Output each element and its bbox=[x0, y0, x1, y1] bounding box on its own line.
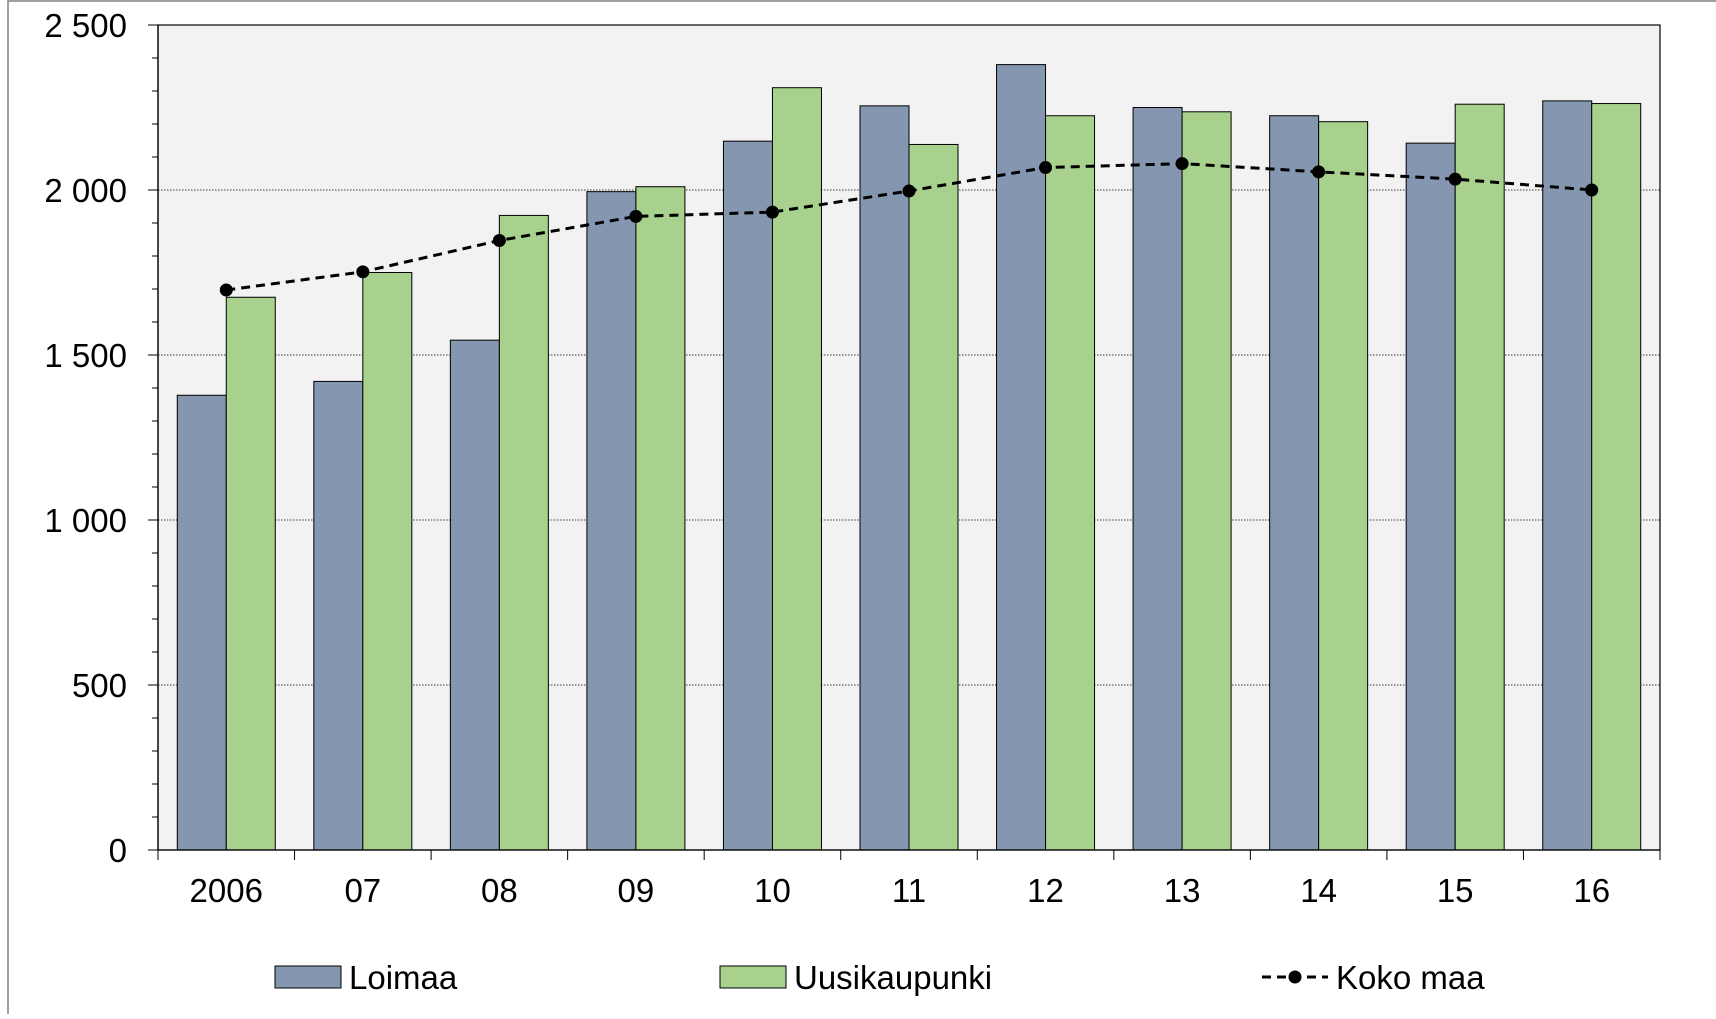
x-tick-label: 13 bbox=[1164, 872, 1201, 909]
bar-uusikaupunki bbox=[635, 186, 686, 851]
y-tick-label: 2 500 bbox=[44, 7, 127, 44]
point-koko-maa bbox=[765, 205, 779, 219]
bar-uusikaupunki bbox=[1454, 103, 1505, 851]
bar-uusikaupunki bbox=[1591, 103, 1642, 851]
bar-uusikaupunki bbox=[498, 214, 549, 851]
y-tick-label: 1 000 bbox=[44, 502, 127, 539]
bar-uusikaupunki bbox=[1181, 111, 1232, 851]
x-tick-label: 09 bbox=[618, 872, 655, 909]
bar-uusikaupunki bbox=[908, 143, 959, 851]
bar-loimaa bbox=[1269, 115, 1320, 851]
point-koko-maa bbox=[356, 265, 370, 279]
bar-loimaa bbox=[176, 394, 227, 851]
point-koko-maa bbox=[1312, 165, 1326, 179]
point-koko-maa bbox=[1175, 157, 1189, 171]
y-tick-label: 2 000 bbox=[44, 172, 127, 209]
point-koko-maa bbox=[219, 283, 233, 297]
x-tick-label: 12 bbox=[1027, 872, 1064, 909]
legend-swatch-uusikaupunki bbox=[719, 965, 787, 989]
legend-swatch-loimaa bbox=[274, 965, 342, 989]
bar-loimaa bbox=[586, 191, 637, 851]
legend-marker-koko-maa bbox=[1288, 970, 1302, 984]
x-tick-label: 15 bbox=[1437, 872, 1474, 909]
y-tick-label: 0 bbox=[109, 832, 127, 869]
point-koko-maa bbox=[902, 184, 916, 198]
x-tick-label: 07 bbox=[344, 872, 381, 909]
bar-loimaa bbox=[1542, 100, 1593, 851]
x-tick-label: 08 bbox=[481, 872, 518, 909]
bar-uusikaupunki bbox=[1045, 115, 1096, 851]
bar-loimaa bbox=[859, 105, 910, 851]
bar-loimaa bbox=[996, 64, 1047, 851]
bar-loimaa bbox=[1132, 107, 1183, 851]
bar-uusikaupunki bbox=[1318, 121, 1369, 851]
point-koko-maa bbox=[629, 209, 643, 223]
legend-label: Uusikaupunki bbox=[794, 959, 992, 996]
legend-label: Loimaa bbox=[349, 959, 458, 996]
x-tick-label: 16 bbox=[1573, 872, 1610, 909]
x-tick-label: 14 bbox=[1300, 872, 1337, 909]
y-tick-label: 500 bbox=[72, 667, 127, 704]
bar-loimaa bbox=[722, 140, 773, 851]
legend-label: Koko maa bbox=[1336, 959, 1485, 996]
bar-uusikaupunki bbox=[362, 272, 413, 851]
bar-loimaa bbox=[313, 380, 364, 851]
bars bbox=[176, 64, 1642, 851]
x-tick-label: 2006 bbox=[190, 872, 263, 909]
bar-uusikaupunki bbox=[771, 87, 822, 851]
line-series bbox=[219, 157, 1599, 297]
x-tick-label: 10 bbox=[754, 872, 791, 909]
point-koko-maa bbox=[492, 233, 506, 247]
bar-uusikaupunki bbox=[225, 296, 276, 851]
axes: 0 500 1 000 1 500 2 000 2 500 2006 07 08 09 10 11 12… bbox=[44, 7, 1661, 909]
chart-outer-frame bbox=[7, 0, 1716, 1019]
legend: Loimaa Uusikaupunki Koko maa bbox=[274, 959, 1485, 996]
bar-loimaa bbox=[449, 339, 500, 851]
bar-loimaa bbox=[1405, 142, 1456, 851]
point-koko-maa bbox=[1585, 183, 1599, 197]
point-koko-maa bbox=[1039, 161, 1053, 175]
point-koko-maa bbox=[1448, 172, 1462, 186]
y-tick-label: 1 500 bbox=[44, 337, 127, 374]
x-tick-label: 11 bbox=[892, 872, 926, 909]
